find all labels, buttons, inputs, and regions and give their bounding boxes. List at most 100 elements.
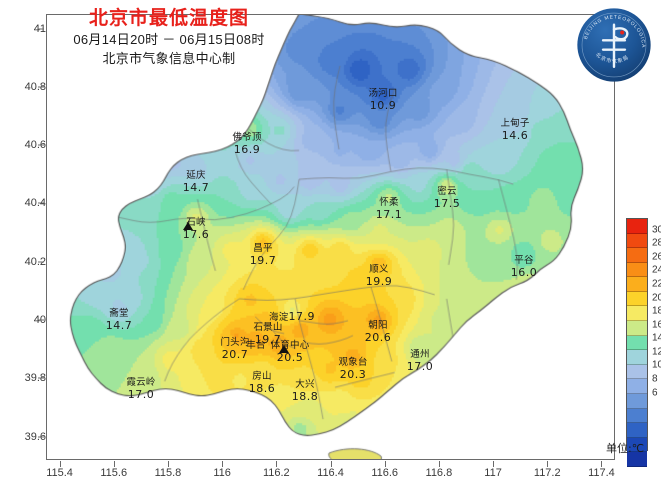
station-label-11: 海淀17.9 (269, 311, 315, 324)
y-axis-tick-mark (38, 261, 44, 263)
x-axis-tick-label: 117.2 (533, 467, 561, 479)
y-axis-tick-label: 39.6 (24, 430, 46, 443)
station-name: 通州 (410, 349, 430, 360)
colorbar-gradient (626, 218, 648, 467)
y-axis-tick-label: 40.2 (24, 255, 46, 268)
shixia-station-marker (183, 222, 193, 230)
station-temperature: 10.9 (369, 98, 397, 112)
y-axis-tick-label: 39.8 (24, 372, 46, 385)
station-name: 海淀 (269, 312, 289, 323)
station-temperature: 18.6 (248, 381, 276, 395)
colorbar-tick-label: 26 (652, 251, 661, 263)
station-temperature: 20.5 (276, 350, 304, 364)
station-temperature: 19.7 (249, 253, 277, 267)
colorbar-tick-label: 16 (652, 319, 661, 331)
station-label-9: 顺义 19.9 (366, 264, 393, 287)
station-temperature: 17.0 (406, 359, 434, 373)
x-axis-tick-mark (330, 461, 332, 467)
station-label-6: 石峡 17.6 (183, 217, 210, 240)
x-axis-tick-mark (276, 461, 278, 467)
station-label-0: 汤河口 10.9 (368, 88, 397, 111)
colorbar-band (627, 321, 647, 336)
station-name: 平谷 (514, 255, 534, 266)
colorbar-band (627, 277, 647, 292)
station-name: 斋堂 (109, 308, 129, 319)
x-axis-tick-label: 116.6 (371, 467, 399, 479)
station-temperature: 14.6 (501, 128, 529, 142)
temperature-colorbar: 30 28 26 24 22 20 18 16 14 12 10 8 6 (626, 218, 661, 467)
station-label-15: 丰台 (246, 340, 265, 352)
station-label-5: 怀柔 17.1 (376, 197, 403, 220)
x-axis-tick-label: 116.4 (317, 467, 344, 479)
station-label-21: 霞云岭 17.0 (126, 377, 155, 400)
title-block: 北京市最低温度图 06月14日20时 － 06月15日08时 北京市气象信息中心… (34, 6, 304, 68)
station-label-12: 朝阳 20.6 (365, 320, 392, 343)
x-axis-tick-label: 117.4 (588, 467, 615, 479)
station-name: 门头沟 (220, 337, 250, 348)
station-temperature: 17.5 (433, 196, 461, 210)
station-temperature: 14.7 (182, 180, 210, 194)
station-temperature: 20.7 (221, 347, 249, 361)
colorbar-band (627, 364, 647, 380)
station-temperature: 20.3 (339, 367, 367, 381)
colorbar-band (627, 248, 647, 263)
colorbar-band (627, 306, 647, 322)
x-axis: 115.4 115.6 115.8 116 116.2 116.4 116.6 116.8 11… (46, 461, 616, 491)
station-name: 怀柔 (379, 197, 399, 208)
x-axis-tick-label: 115.8 (154, 467, 182, 479)
colorbar-band (627, 423, 647, 438)
organization-label: 北京市气象信息中心制 (102, 51, 236, 66)
x-axis-tick-mark (547, 461, 549, 467)
colorbar-band (627, 408, 647, 424)
colorbar-tick-label: 18 (652, 305, 661, 317)
colorbar-band (627, 379, 647, 394)
station-name: 大兴 (295, 379, 315, 390)
x-axis-tick-label: 115.4 (46, 467, 73, 479)
station-label-3: 延庆 14.7 (183, 170, 210, 193)
colorbar-tick-label: 10 (652, 359, 661, 371)
x-axis-tick-label: 115.6 (100, 467, 128, 479)
station-label-18: 观象台 20.3 (338, 357, 367, 380)
x-axis-tick-label: 116 (213, 467, 231, 479)
x-axis-tick-mark (384, 461, 386, 467)
x-axis-tick-mark (167, 461, 169, 467)
station-temperature: 18.8 (291, 389, 319, 403)
colorbar-band (627, 262, 647, 278)
y-axis-tick-mark (38, 86, 44, 88)
colorbar-tick-label: 22 (652, 278, 661, 290)
station-temperature: 16.9 (233, 142, 261, 156)
x-axis-tick-mark (59, 461, 61, 467)
station-name: 佛爷顶 (232, 132, 262, 143)
y-axis-tick-mark (38, 28, 44, 30)
station-label-14: 门头沟 20.7 (220, 337, 249, 360)
colorbar-band (627, 233, 647, 249)
station-name: 顺义 (369, 264, 389, 275)
y-axis: 41 40.8 40.6 40.4 40.2 40 39.8 39.6 (0, 14, 46, 460)
station-temperature: 14.7 (105, 318, 133, 332)
station-name: 丰台 (246, 340, 266, 351)
x-axis-tick-label: 116.2 (262, 467, 290, 479)
station-name: 汤河口 (368, 88, 398, 99)
station-label-13: 石景山 19.7 (253, 322, 282, 345)
time-range-label: 06月14日20时 － 06月15日08时 (73, 32, 265, 47)
colorbar-tick-label: 28 (652, 237, 661, 249)
y-axis-tick-mark (38, 377, 44, 379)
station-temperature: 17.9 (288, 310, 315, 323)
colorbar-band (627, 350, 647, 365)
station-name: 霞云岭 (126, 377, 156, 388)
map-plot-frame: 汤河口 10.9 上甸子 14.6 佛爷顶 16.9 延庆 14.7 密云 17.5 怀柔 17.1 石… (46, 14, 615, 460)
y-axis-tick-mark (38, 319, 44, 321)
station-temperature: 19.9 (365, 274, 393, 288)
page-title: 北京市最低温度图 (88, 7, 249, 29)
station-label-20: 大兴 18.8 (292, 379, 319, 402)
station-temperature: 17.0 (127, 387, 155, 401)
x-axis-tick-mark (438, 461, 440, 467)
temperature-heatmap-canvas (47, 15, 614, 459)
y-axis-tick-label: 40.6 (24, 139, 46, 152)
station-name: 朝阳 (368, 320, 388, 331)
station-label-17: 通州 17.0 (407, 349, 434, 372)
station-temperature: 17.1 (375, 207, 403, 221)
colorbar-tick-label: 14 (652, 332, 661, 344)
station-name: 石景山 (253, 322, 283, 333)
y-axis-tick-mark (38, 436, 44, 438)
